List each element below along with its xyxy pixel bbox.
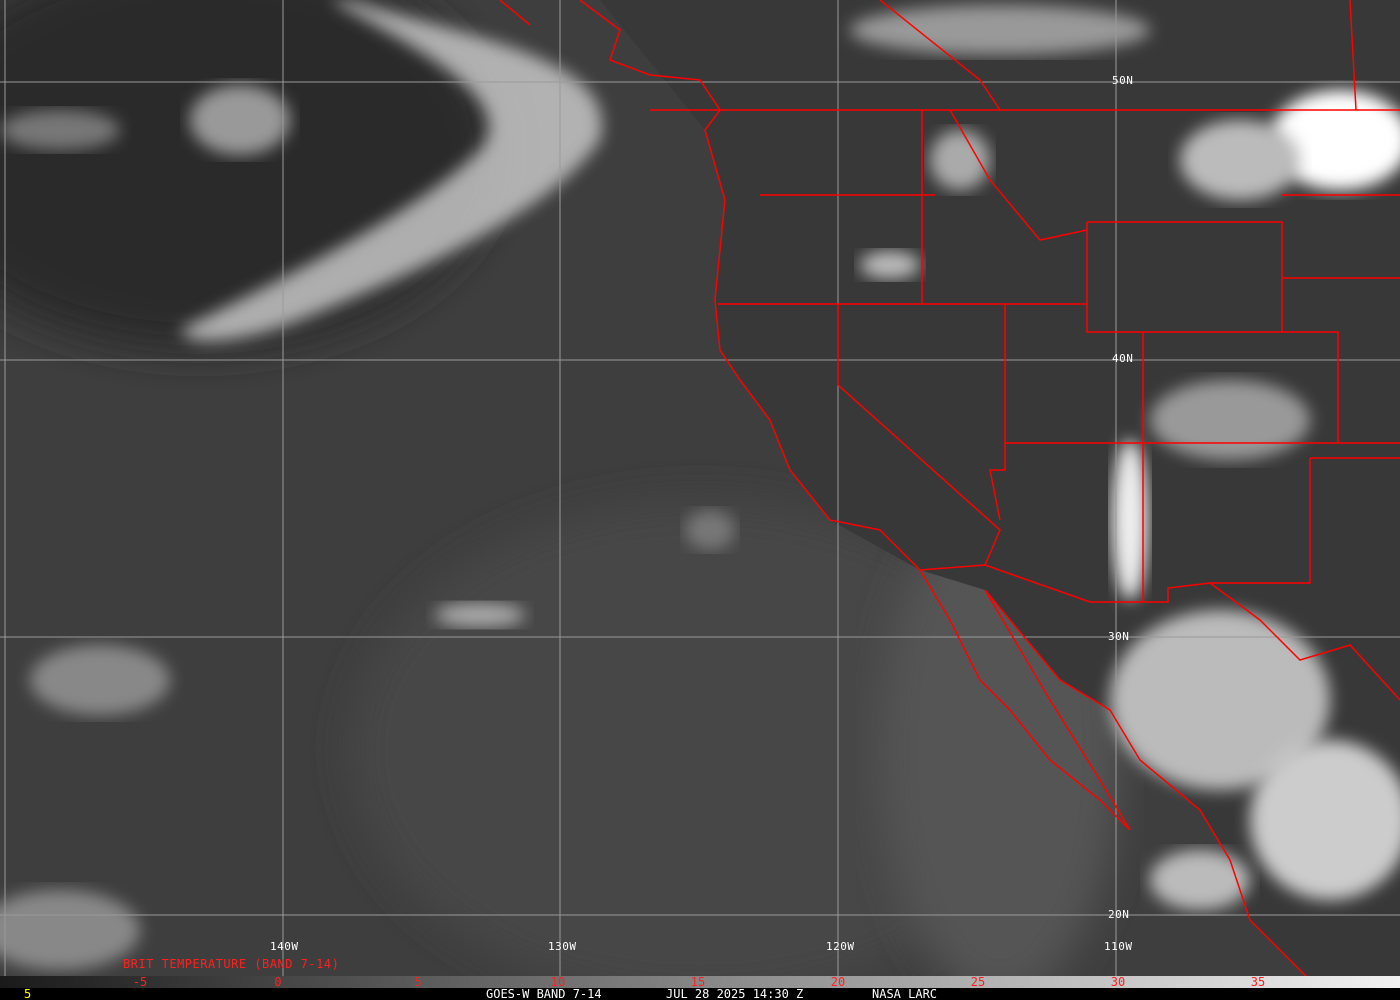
colorbar-tick: 10 xyxy=(550,975,566,989)
footer-bar xyxy=(0,988,1400,1000)
colorbar-tick: 15 xyxy=(690,975,706,989)
lat-label-20n: 20N xyxy=(1108,908,1130,921)
colorbar-tick: 25 xyxy=(970,975,986,989)
colorbar-tick: 20 xyxy=(830,975,846,989)
clouds xyxy=(0,0,1400,970)
colorbar-tick: 5 xyxy=(414,975,422,989)
colorbar-tick: -5 xyxy=(132,975,148,989)
footer-source: NASA LARC xyxy=(872,987,938,1000)
lat-label-50n: 50N xyxy=(1112,74,1134,87)
colorbar-tick: 0 xyxy=(274,975,282,989)
lon-label-140w: 140W xyxy=(270,940,299,953)
footer-title: GOES-W BAND 7-14 xyxy=(486,987,602,1000)
colorbar xyxy=(0,976,1400,988)
political-borders xyxy=(499,0,1400,1000)
colorbar-tick: 30 xyxy=(1110,975,1126,989)
lat-label-40n: 40N xyxy=(1112,352,1134,365)
footer-left-number: 5 xyxy=(24,987,32,1000)
footer-datetime: JUL 28 2025 14:30 Z xyxy=(666,987,804,1000)
lat-label-30n: 30N xyxy=(1108,630,1130,643)
lon-label-130w: 130W xyxy=(548,940,577,953)
lat-lon-grid xyxy=(0,0,1400,976)
colorbar-title: BRIT TEMPERATURE (BAND 7-14) xyxy=(123,957,340,971)
lon-label-110w: 110W xyxy=(1104,940,1133,953)
colorbar-tick: 35 xyxy=(1250,975,1266,989)
lon-label-120w: 120W xyxy=(826,940,855,953)
